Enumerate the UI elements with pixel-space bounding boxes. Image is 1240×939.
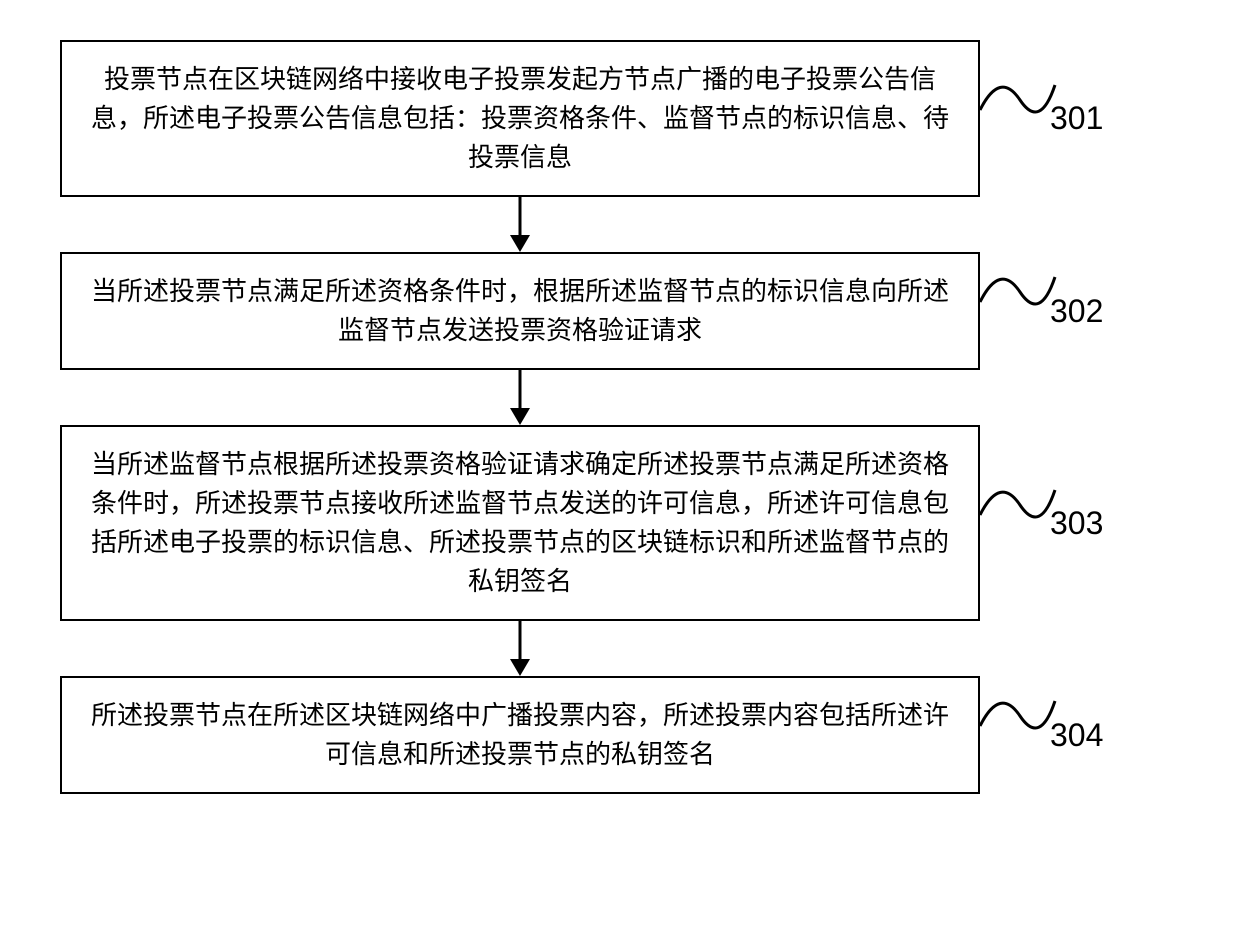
step-1-box: 投票节点在区块链网络中接收电子投票发起方节点广播的电子投票公告信息，所述电子投票… — [60, 40, 980, 197]
step-4-container: 所述投票节点在所述区块链网络中广播投票内容，所述投票内容包括所述许可信息和所述投… — [60, 676, 1240, 794]
step-3-box: 当所述监督节点根据所述投票资格验证请求确定所述投票节点满足所述资格条件时，所述投… — [60, 425, 980, 621]
arrow-2 — [60, 370, 980, 425]
step-3-text: 当所述监督节点根据所述投票资格验证请求确定所述投票节点满足所述资格条件时，所述投… — [91, 450, 949, 596]
arrow-1 — [60, 197, 980, 252]
connector-curve-2 — [980, 252, 1060, 342]
flowchart-container: 投票节点在区块链网络中接收电子投票发起方节点广播的电子投票公告信息，所述电子投票… — [0, 0, 1240, 939]
step-4-text: 所述投票节点在所述区块链网络中广播投票内容，所述投票内容包括所述许可信息和所述投… — [91, 701, 949, 769]
connector-curve-4 — [980, 676, 1060, 766]
connector-curve-3 — [980, 455, 1060, 555]
step-1-container: 投票节点在区块链网络中接收电子投票发起方节点广播的电子投票公告信息，所述电子投票… — [60, 40, 1240, 197]
step-2-container: 当所述投票节点满足所述资格条件时，根据所述监督节点的标识信息向所述监督节点发送投… — [60, 252, 1240, 370]
step-2-box: 当所述投票节点满足所述资格条件时，根据所述监督节点的标识信息向所述监督节点发送投… — [60, 252, 980, 370]
step-1-text: 投票节点在区块链网络中接收电子投票发起方节点广播的电子投票公告信息，所述电子投票… — [91, 65, 949, 172]
step-3-container: 当所述监督节点根据所述投票资格验证请求确定所述投票节点满足所述资格条件时，所述投… — [60, 425, 1240, 621]
arrow-3 — [60, 621, 980, 676]
step-2-text: 当所述投票节点满足所述资格条件时，根据所述监督节点的标识信息向所述监督节点发送投… — [91, 277, 949, 345]
connector-curve-1 — [980, 50, 1060, 140]
step-4-box: 所述投票节点在所述区块链网络中广播投票内容，所述投票内容包括所述许可信息和所述投… — [60, 676, 980, 794]
